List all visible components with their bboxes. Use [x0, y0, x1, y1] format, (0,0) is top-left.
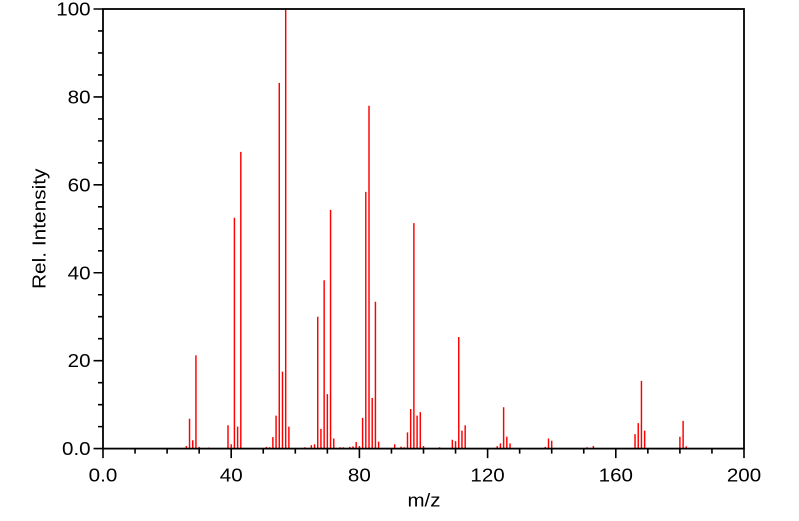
svg-text:40: 40: [68, 263, 91, 283]
svg-text:m/z: m/z: [408, 490, 441, 510]
svg-text:100: 100: [56, 0, 90, 20]
svg-text:80: 80: [68, 87, 91, 107]
svg-text:0.0: 0.0: [89, 465, 118, 485]
svg-text:60: 60: [68, 175, 91, 195]
svg-text:200: 200: [727, 465, 761, 485]
svg-text:20: 20: [68, 351, 91, 371]
svg-text:0.0: 0.0: [62, 439, 91, 459]
svg-text:120: 120: [470, 465, 504, 485]
svg-text:160: 160: [599, 465, 633, 485]
svg-text:Rel. Intensity: Rel. Intensity: [30, 169, 50, 289]
svg-text:40: 40: [220, 465, 243, 485]
svg-text:80: 80: [348, 465, 371, 485]
